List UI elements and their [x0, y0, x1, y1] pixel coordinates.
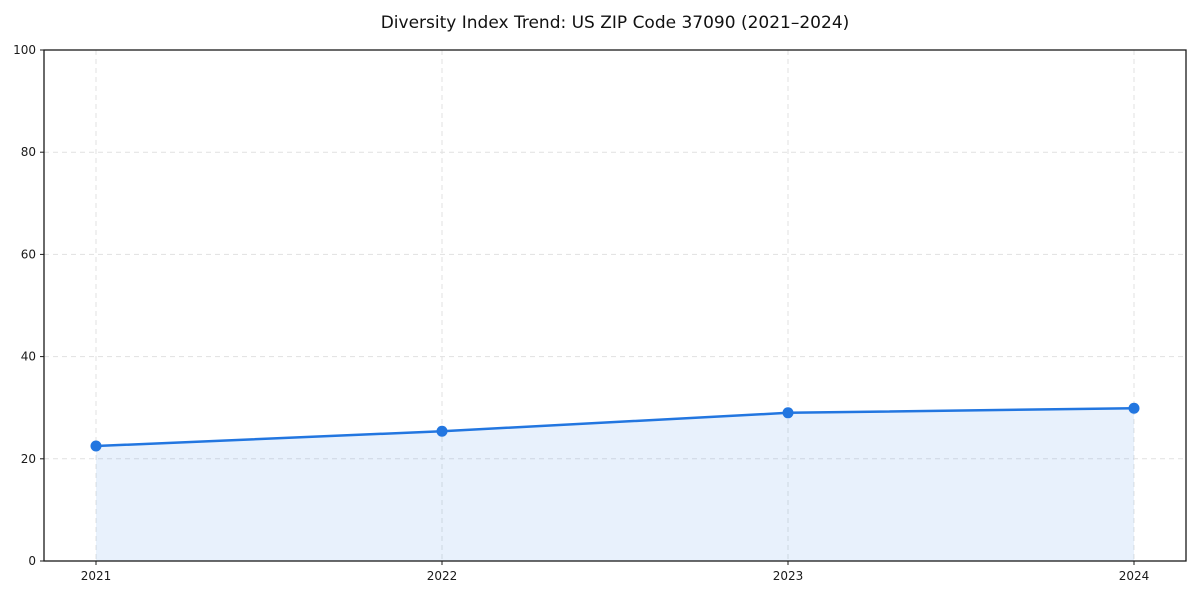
data-point — [782, 407, 794, 419]
x-tick-label: 2024 — [1119, 569, 1150, 583]
plot-border — [43, 49, 1187, 562]
chart-title: Diversity Index Trend: US ZIP Code 37090… — [380, 13, 850, 33]
series-area — [96, 408, 1134, 561]
x-tick-label: 2022 — [427, 569, 458, 583]
y-tick-label: 80 — [21, 145, 36, 159]
y-tick-label: 100 — [13, 43, 36, 57]
y-tick-label: 40 — [21, 350, 36, 364]
data-point — [90, 440, 102, 452]
y-tick-label: 0 — [28, 554, 36, 568]
x-tick-label: 2023 — [773, 569, 804, 583]
data-point — [1128, 402, 1140, 414]
y-tick-label: 60 — [21, 247, 36, 261]
series-line — [94, 406, 1136, 448]
data-point — [436, 425, 448, 437]
y-tick-label: 20 — [21, 452, 36, 466]
x-tick-label: 2021 — [81, 569, 112, 583]
